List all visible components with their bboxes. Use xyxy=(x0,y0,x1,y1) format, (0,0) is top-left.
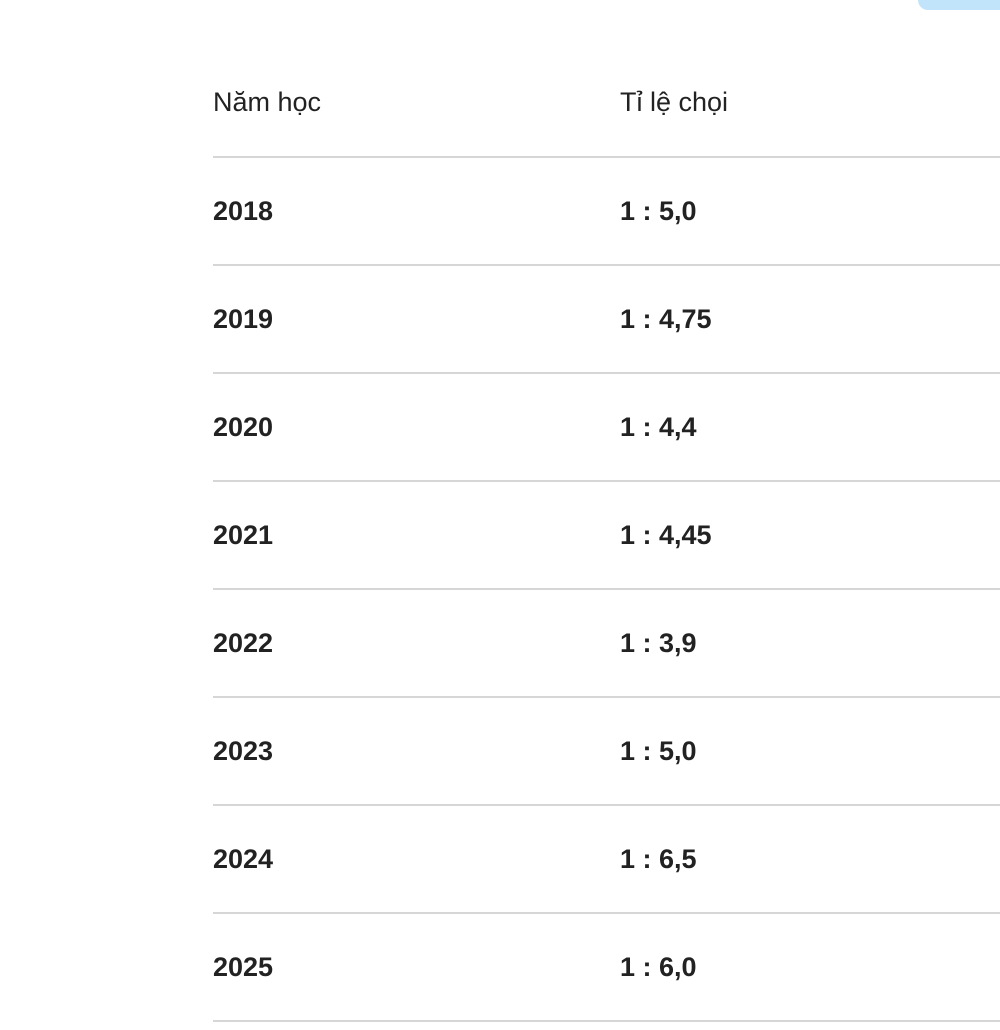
table-row: 2022 1 : 3,9 xyxy=(213,589,1000,698)
cell-ratio: 1 : 5,0 xyxy=(620,157,1000,266)
table-row: 2020 1 : 4,4 xyxy=(213,373,1000,482)
table-row: 2021 1 : 4,45 xyxy=(213,481,1000,590)
cell-year: 2024 xyxy=(213,805,620,914)
table-row: 2018 1 : 5,0 xyxy=(213,157,1000,266)
cell-year: 2025 xyxy=(213,913,620,1022)
header-year: Năm học xyxy=(213,49,620,158)
top-button-partial[interactable] xyxy=(918,0,1000,10)
cell-ratio: 1 : 4,75 xyxy=(620,265,1000,374)
cell-ratio: 1 : 3,9 xyxy=(620,589,1000,698)
cell-year: 2018 xyxy=(213,157,620,266)
cell-year: 2022 xyxy=(213,589,620,698)
header-ratio: Tỉ lệ chọi xyxy=(620,49,1000,158)
cell-ratio: 1 : 6,5 xyxy=(620,805,1000,914)
table-row: 2023 1 : 5,0 xyxy=(213,697,1000,806)
cell-ratio: 1 : 5,0 xyxy=(620,697,1000,806)
cell-ratio: 1 : 4,45 xyxy=(620,481,1000,590)
table-row: 2019 1 : 4,75 xyxy=(213,265,1000,374)
table-header-row: Năm học Tỉ lệ chọi xyxy=(213,49,1000,158)
table-row: 2025 1 : 6,0 xyxy=(213,913,1000,1022)
cell-ratio: 1 : 4,4 xyxy=(620,373,1000,482)
cell-year: 2021 xyxy=(213,481,620,590)
cell-year: 2020 xyxy=(213,373,620,482)
cell-year: 2023 xyxy=(213,697,620,806)
cell-year: 2019 xyxy=(213,265,620,374)
cell-ratio: 1 : 6,0 xyxy=(620,913,1000,1022)
table-row: 2024 1 : 6,5 xyxy=(213,805,1000,914)
ratio-table: Năm học Tỉ lệ chọi 2018 1 : 5,0 2019 1 : 4,… xyxy=(213,49,1000,1022)
